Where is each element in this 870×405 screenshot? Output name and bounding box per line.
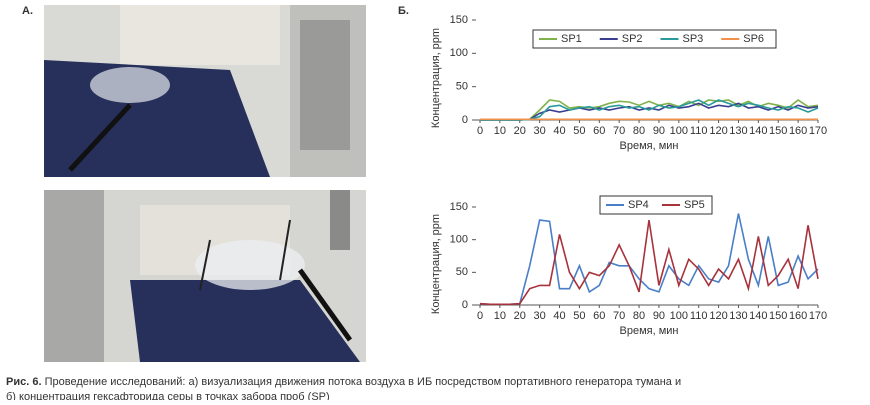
caption: Рис. 6. Проведение исследований: а) визу… <box>6 376 681 388</box>
x-tick-label: 60 <box>593 310 605 322</box>
x-tick-label: 170 <box>809 125 827 137</box>
legend-label: SP4 <box>628 199 649 211</box>
y-axis-label: Концентрация, ppm <box>430 214 442 314</box>
x-tick-label: 140 <box>749 310 767 322</box>
x-tick-label: 0 <box>477 125 483 137</box>
x-tick-label: 80 <box>633 310 645 322</box>
x-tick-label: 150 <box>769 310 787 322</box>
x-tick-label: 100 <box>670 125 688 137</box>
x-tick-label: 120 <box>709 125 727 137</box>
legend-label: SP5 <box>684 199 705 211</box>
x-tick-label: 20 <box>514 125 526 137</box>
x-tick-label: 40 <box>553 125 565 137</box>
legend-box <box>532 29 777 49</box>
legend-label: SP3 <box>683 33 704 45</box>
x-tick-label: 160 <box>789 125 807 137</box>
photo <box>44 5 366 177</box>
x-tick-label: 30 <box>534 310 546 322</box>
x-tick-label: 170 <box>809 310 827 322</box>
legend-label: SP2 <box>622 33 643 45</box>
x-tick-label: 130 <box>729 310 747 322</box>
y-tick-label: 0 <box>462 114 468 126</box>
y-tick-label: 150 <box>450 14 468 26</box>
x-tick-label: 160 <box>789 310 807 322</box>
x-tick-label: 120 <box>709 310 727 322</box>
y-axis-label: Концентрация, ppm <box>430 28 442 128</box>
x-tick-label: 140 <box>749 125 767 137</box>
x-tick-label: 150 <box>769 125 787 137</box>
x-axis-label: Время, мин <box>620 140 679 152</box>
y-tick-label: 50 <box>456 266 468 278</box>
x-tick-label: 10 <box>494 310 506 322</box>
series-line <box>479 219 819 306</box>
x-tick-label: 90 <box>653 125 665 137</box>
x-tick-label: 70 <box>613 310 625 322</box>
x-tick-label: 50 <box>573 310 585 322</box>
x-tick-label: 90 <box>653 310 665 322</box>
legend-label: SP1 <box>561 33 582 45</box>
series-line <box>480 99 819 121</box>
x-axis-label: Время, мин <box>620 325 679 337</box>
x-tick-label: 80 <box>633 125 645 137</box>
x-tick-label: 100 <box>670 310 688 322</box>
x-tick-label: 50 <box>573 125 585 137</box>
y-tick-label: 100 <box>450 47 468 59</box>
legend-box <box>599 195 713 215</box>
x-tick-label: 30 <box>534 125 546 137</box>
caption-text: Проведение исследований: а) визуализация… <box>45 376 682 388</box>
x-tick-label: 40 <box>553 310 565 322</box>
panel-label: А. <box>22 5 33 17</box>
series-line <box>479 213 819 306</box>
x-tick-label: 130 <box>729 125 747 137</box>
y-tick-label: 0 <box>462 299 468 311</box>
photo <box>44 190 366 362</box>
x-tick-label: 10 <box>494 125 506 137</box>
y-tick-label: 50 <box>456 81 468 93</box>
series-line <box>480 102 819 121</box>
caption-text: б) концентрация гексафторида серы в точк… <box>6 391 330 400</box>
x-tick-label: 110 <box>690 125 708 137</box>
x-tick-label: 60 <box>593 125 605 137</box>
x-tick-label: 70 <box>613 125 625 137</box>
x-tick-label: 20 <box>514 310 526 322</box>
y-tick-label: 100 <box>450 234 468 246</box>
legend-label: SP6 <box>743 33 764 45</box>
panel-label: Б. <box>398 5 409 17</box>
x-tick-label: 110 <box>690 310 708 322</box>
y-tick-label: 150 <box>450 201 468 213</box>
x-tick-label: 0 <box>477 310 483 322</box>
caption-label: Рис. 6. <box>6 376 42 388</box>
